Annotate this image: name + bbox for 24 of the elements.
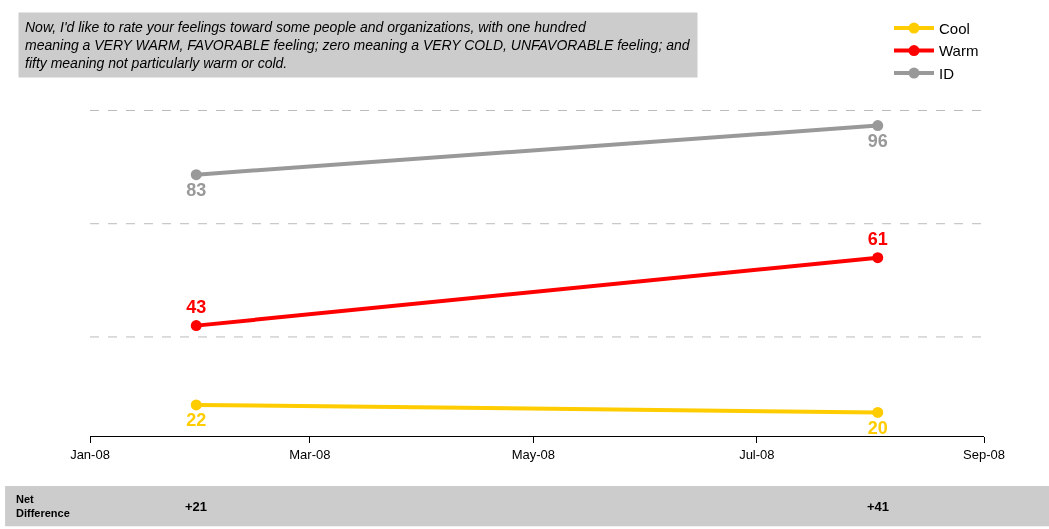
point — [190, 320, 202, 332]
point — [872, 120, 884, 132]
point — [872, 252, 884, 264]
text: +41 — [867, 499, 890, 514]
text: +21 — [185, 499, 208, 514]
data-label: 43 — [186, 297, 207, 318]
x-tick-label: Jul-08 — [739, 446, 775, 462]
point — [190, 399, 202, 411]
point — [190, 169, 202, 181]
data-label: 96 — [867, 130, 888, 151]
legend-label: Warm — [939, 42, 979, 60]
chart-title: Now, I'd like to rate your feelings toward some people and organizations, with one hundred meaning a VERY WARM, FAVORABLE feeling; zero meaning a VERY COLD, UNFAVORABLE feeling; and fifty meaning not particularly warm or cold. — [25, 19, 691, 72]
point — [872, 406, 884, 418]
x-tick-label: May-08 — [511, 446, 556, 462]
x-tick-label: Mar-08 — [289, 446, 331, 462]
data-label: 83 — [186, 180, 207, 201]
legend-label: ID — [939, 64, 955, 82]
text: Net Difference — [16, 493, 70, 520]
data-label: 61 — [867, 229, 888, 250]
legend-label: Cool — [939, 19, 970, 37]
data-label: 20 — [867, 417, 888, 438]
data-label: 22 — [186, 410, 207, 431]
x-tick-label: Sep-08 — [963, 446, 1005, 462]
x-tick-label: Jan-08 — [70, 446, 110, 462]
